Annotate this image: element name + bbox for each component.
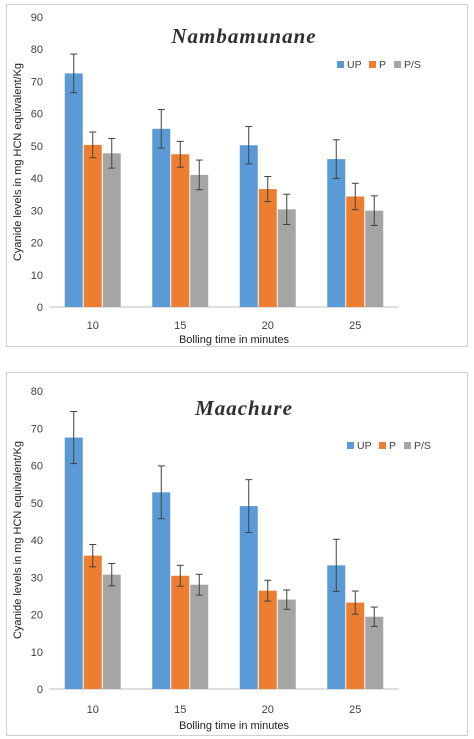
y-tick-label: 20: [31, 238, 43, 250]
y-tick-label: 80: [31, 386, 43, 398]
y-tick-label: 10: [31, 647, 43, 659]
legend-label: P: [379, 59, 386, 71]
bar-UP-10: [64, 73, 83, 307]
bar-PS-25: [365, 616, 384, 689]
chart-title: Nambamunane: [170, 24, 316, 48]
x-tick-label: 25: [349, 704, 361, 716]
legend-swatch-P: [379, 442, 386, 449]
legend-label: P/S: [404, 59, 421, 71]
legend-label: UP: [347, 59, 362, 71]
x-tick-label: 15: [174, 704, 186, 716]
x-tick-label: 15: [174, 320, 186, 332]
y-tick-label: 80: [31, 44, 43, 56]
bar-PS-20: [277, 599, 296, 689]
bar-P-20: [258, 590, 277, 689]
bar-PS-25: [365, 210, 384, 307]
y-tick-label: 10: [31, 270, 43, 282]
x-tick-label: 25: [349, 320, 361, 332]
x-axis-title: Bolling time in minutes: [179, 334, 290, 346]
bar-P-10: [83, 144, 102, 307]
bar-PS-15: [190, 584, 209, 689]
chart-panel-nambamunane: 0 10 20 30 40 50 60 70 80 90 10 15 20 25 Nambamunane Bo…: [6, 4, 468, 347]
bar-UP-10: [64, 437, 83, 689]
x-axis-title: Bolling time in minutes: [179, 720, 290, 732]
y-tick-label: 30: [31, 205, 43, 217]
x-tick-label: 20: [262, 704, 274, 716]
y-axis-title: Cyanide levels in mg HCN equivalent/Kg: [12, 441, 24, 639]
y-tick-label: 70: [31, 423, 43, 435]
y-tick-label: 60: [31, 461, 43, 473]
y-tick-label: 50: [31, 498, 43, 510]
bar-P-10: [83, 555, 102, 689]
legend-swatch-PS: [404, 442, 411, 449]
y-tick-label: 60: [31, 109, 43, 121]
bar-UP-25: [327, 565, 346, 689]
chart-panel-maachure: 0 10 20 30 40 50 60 70 80 10 15 20 25 Maachure Bolling…: [6, 372, 468, 736]
chart-nambamunane-svg: 0 10 20 30 40 50 60 70 80 90 10 15 20 25 Nambamunane Bo…: [12, 12, 421, 346]
legend-label: P/S: [414, 440, 431, 452]
legend-label: P: [389, 440, 396, 452]
bar-UP-15: [152, 128, 171, 307]
bar-P-25: [346, 196, 365, 307]
y-tick-label: 0: [37, 302, 43, 314]
chart-title: Maachure: [194, 396, 293, 420]
y-tick-label: 0: [37, 684, 43, 696]
y-tick-label: 20: [31, 610, 43, 622]
bar-P-20: [258, 189, 277, 307]
x-tick-label: 20: [262, 320, 274, 332]
legend-swatch-P: [369, 61, 376, 68]
chart-maachure-svg: 0 10 20 30 40 50 60 70 80 10 15 20 25 Maachure Bolling…: [12, 386, 431, 732]
bar-P-15: [171, 154, 190, 307]
x-tick-label: 10: [87, 320, 99, 332]
y-tick-label: 40: [31, 173, 43, 185]
bar-PS-20: [277, 209, 296, 307]
x-tick-label: 10: [87, 704, 99, 716]
y-tick-label: 70: [31, 76, 43, 88]
legend-swatch-UP: [347, 442, 354, 449]
bar-UP-20: [239, 145, 258, 307]
bar-PS-10: [102, 153, 121, 307]
bar-UP-15: [152, 492, 171, 689]
bar-P-25: [346, 602, 365, 689]
bar-P-15: [171, 575, 190, 689]
bar-UP-20: [239, 506, 258, 689]
legend-swatch-PS: [394, 61, 401, 68]
legend-swatch-UP: [337, 61, 344, 68]
y-tick-label: 40: [31, 535, 43, 547]
y-tick-label: 30: [31, 572, 43, 584]
legend-label: UP: [357, 440, 372, 452]
bar-PS-15: [190, 174, 209, 307]
y-axis-title: Cyanide levels in mg HCN equivalent/Kg: [12, 63, 24, 261]
bar-UP-25: [327, 159, 346, 307]
y-tick-label: 90: [31, 12, 43, 24]
y-tick-label: 50: [31, 141, 43, 153]
bar-PS-10: [102, 574, 121, 689]
